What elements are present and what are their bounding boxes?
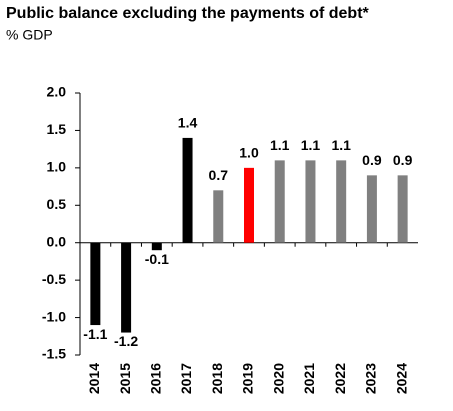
value-label: 1.0 bbox=[239, 145, 259, 161]
value-label: -1.2 bbox=[114, 333, 138, 349]
bar bbox=[244, 167, 254, 243]
x-tick-label: 2018 bbox=[209, 363, 225, 394]
x-tick-label: 2015 bbox=[117, 363, 133, 394]
value-label: -1.1 bbox=[83, 326, 107, 342]
value-label: 0.9 bbox=[393, 152, 413, 168]
bar bbox=[336, 160, 347, 243]
y-tick-label: 1.5 bbox=[47, 121, 67, 137]
value-label: 1.1 bbox=[301, 137, 321, 153]
bar bbox=[397, 175, 408, 243]
bar bbox=[366, 175, 377, 243]
chart-subtitle: % GDP bbox=[6, 27, 53, 43]
bar bbox=[213, 190, 224, 243]
y-tick-label: 0.0 bbox=[47, 233, 67, 249]
x-tick-label: 2023 bbox=[363, 363, 379, 394]
x-tick-label: 2024 bbox=[393, 363, 409, 394]
y-tick-label: -1.5 bbox=[42, 346, 66, 362]
bar bbox=[121, 242, 132, 333]
chart-title: Public balance excluding the payments of… bbox=[6, 5, 370, 22]
value-label: -0.1 bbox=[145, 251, 169, 267]
x-tick-label: 2019 bbox=[240, 363, 256, 394]
y-tick-label: 2.0 bbox=[47, 84, 67, 100]
y-tick-label: 1.0 bbox=[47, 159, 67, 175]
x-tick-label: 2014 bbox=[86, 363, 102, 394]
x-tick-label: 2017 bbox=[178, 363, 194, 394]
bar bbox=[182, 137, 193, 243]
x-tick-label: 2016 bbox=[148, 363, 164, 394]
y-tick-label: -1.0 bbox=[42, 308, 66, 324]
value-label: 1.1 bbox=[331, 137, 351, 153]
bar bbox=[305, 160, 316, 243]
bar bbox=[274, 160, 285, 243]
x-tick-label: 2020 bbox=[270, 363, 286, 394]
value-label: 0.9 bbox=[362, 152, 382, 168]
bar bbox=[90, 242, 101, 326]
y-tick-label: 0.5 bbox=[47, 196, 67, 212]
value-label: 1.1 bbox=[270, 137, 290, 153]
y-tick-label: -0.5 bbox=[42, 271, 66, 287]
x-tick-label: 2021 bbox=[301, 363, 317, 394]
x-tick-label: 2022 bbox=[332, 363, 348, 394]
value-label: 1.4 bbox=[178, 115, 198, 131]
bar bbox=[151, 242, 162, 251]
value-label: 0.7 bbox=[209, 167, 229, 183]
